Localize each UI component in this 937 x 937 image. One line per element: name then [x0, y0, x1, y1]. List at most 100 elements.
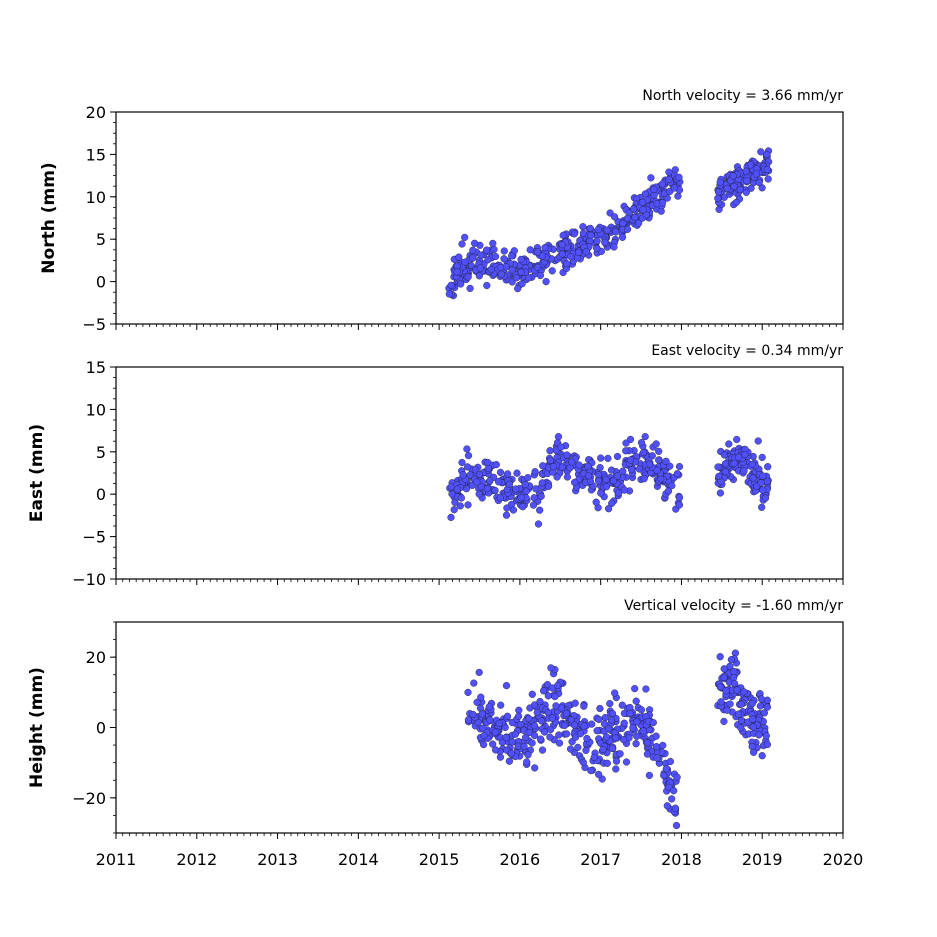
data-point — [746, 161, 755, 169]
data-point — [763, 165, 771, 174]
data-point — [458, 240, 466, 248]
data-point — [495, 719, 503, 728]
data-point — [593, 237, 601, 245]
data-point — [603, 759, 611, 767]
data-point — [533, 263, 542, 271]
data-point — [453, 485, 461, 493]
data-point — [570, 478, 579, 487]
data-point — [497, 701, 505, 709]
data-point — [601, 238, 609, 247]
data-point — [653, 466, 661, 475]
data-point — [666, 757, 675, 766]
data-point — [619, 735, 628, 744]
data-point — [611, 689, 619, 697]
data-point — [626, 456, 635, 464]
data-point — [737, 724, 745, 732]
north-axes-frame — [115, 111, 844, 325]
y-tick-label: 0 — [96, 273, 106, 292]
data-point — [521, 481, 529, 489]
data-point — [524, 274, 533, 282]
data-point — [647, 174, 655, 182]
data-point — [546, 725, 555, 734]
x-tick-label: 2011 — [96, 850, 137, 869]
data-point — [665, 168, 673, 176]
data-point — [635, 465, 643, 473]
data-point — [668, 795, 676, 803]
data-point — [752, 170, 760, 178]
data-point — [544, 708, 552, 717]
data-point — [748, 699, 756, 708]
x-tick-label: 2015 — [419, 850, 460, 869]
y-tick-label: 15 — [86, 145, 106, 164]
y-tick-label: −5 — [82, 315, 106, 334]
data-point — [456, 502, 464, 510]
data-point — [643, 750, 652, 758]
data-point — [757, 148, 765, 156]
data-point — [675, 173, 683, 181]
data-point — [761, 494, 770, 502]
data-point — [757, 479, 765, 487]
data-point — [464, 273, 472, 281]
data-point — [637, 706, 646, 714]
data-point — [641, 433, 649, 441]
data-point — [518, 280, 526, 288]
data-point — [464, 452, 473, 460]
data-point — [540, 728, 549, 736]
data-point — [537, 492, 545, 500]
north-ylabel: North (mm) — [39, 162, 59, 273]
data-point — [549, 463, 558, 471]
data-point — [673, 773, 681, 781]
data-point — [497, 264, 505, 272]
data-point — [714, 188, 723, 196]
data-point — [571, 733, 580, 741]
data-point — [763, 703, 772, 711]
data-point — [622, 439, 630, 447]
data-point — [732, 198, 740, 207]
data-point — [475, 272, 484, 280]
data-point — [740, 467, 748, 475]
y-tick-label: 5 — [96, 443, 106, 462]
data-point — [607, 716, 616, 724]
data-point — [597, 489, 605, 497]
height-points — [464, 649, 772, 830]
data-point — [762, 732, 770, 740]
data-point — [595, 715, 603, 724]
data-point — [533, 708, 541, 717]
data-point — [763, 696, 771, 704]
data-point — [645, 460, 654, 468]
data-point — [622, 447, 630, 455]
data-point — [505, 480, 514, 488]
data-point — [530, 494, 538, 502]
data-point — [524, 474, 532, 482]
data-point — [489, 740, 497, 748]
data-point — [532, 485, 540, 493]
data-point — [469, 246, 477, 254]
data-point — [558, 241, 566, 249]
data-point — [619, 467, 627, 475]
data-point — [536, 697, 544, 706]
data-point — [483, 485, 491, 493]
data-point — [747, 184, 755, 192]
data-point — [675, 463, 684, 471]
data-point — [551, 692, 559, 701]
data-point — [563, 451, 571, 459]
data-point — [513, 469, 521, 477]
data-point — [579, 229, 588, 237]
data-point — [559, 231, 567, 239]
data-point — [643, 739, 652, 747]
data-point — [627, 466, 636, 474]
data-point — [492, 461, 500, 469]
data-point — [487, 265, 495, 274]
data-point — [653, 754, 661, 762]
data-point — [642, 211, 650, 219]
data-point — [580, 722, 588, 730]
data-point — [470, 679, 478, 687]
data-point — [558, 250, 566, 258]
data-point — [758, 453, 766, 462]
data-point — [736, 186, 744, 194]
data-point — [634, 219, 643, 227]
data-point — [574, 743, 582, 752]
data-point — [553, 473, 561, 481]
data-point — [455, 253, 463, 261]
data-point — [496, 468, 505, 477]
